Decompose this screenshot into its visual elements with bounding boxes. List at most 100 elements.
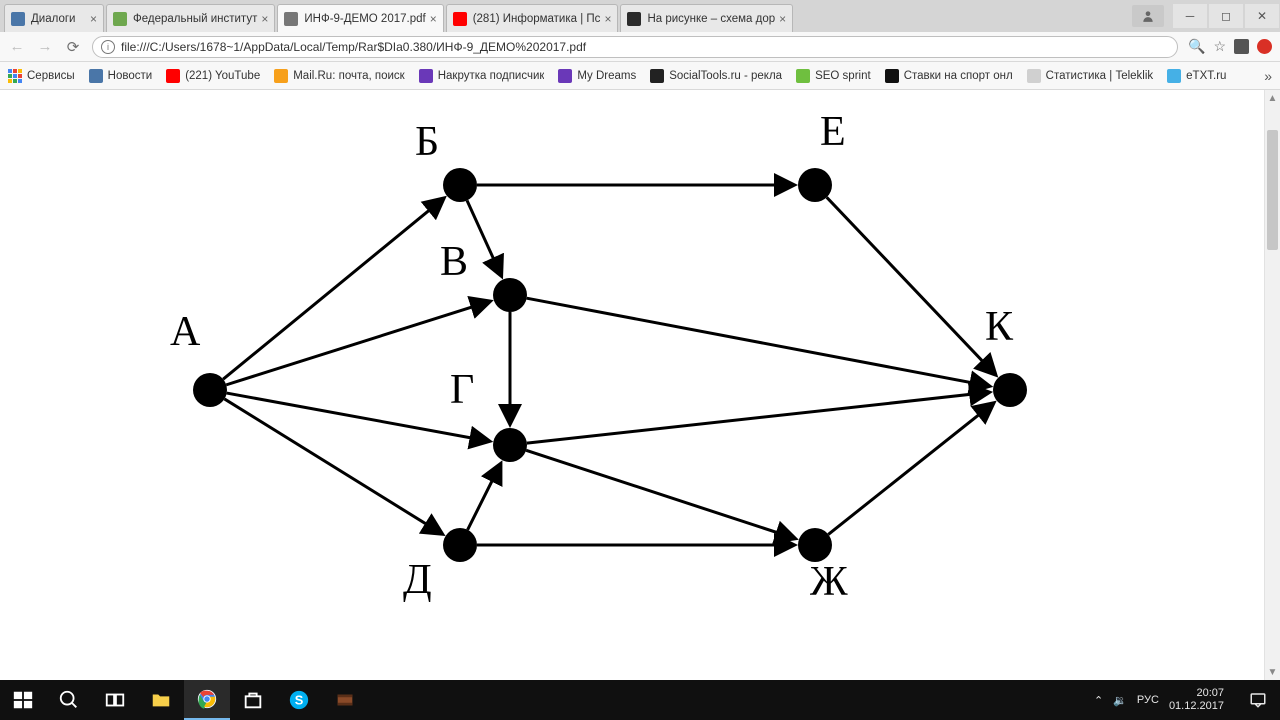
tab-close-icon[interactable]: ×	[86, 12, 97, 26]
reload-button[interactable]: ⟳	[64, 38, 82, 56]
bookmarks-overflow-icon[interactable]: »	[1264, 68, 1272, 84]
account-icon[interactable]	[1132, 5, 1164, 27]
bookmark-9[interactable]: Статистика | Teleklik	[1027, 69, 1153, 83]
volume-icon[interactable]: 🔉	[1113, 694, 1127, 707]
node-label-J: Ж	[810, 559, 848, 605]
bookmark-4[interactable]: Накрутка подписчик	[419, 69, 545, 83]
clock-time: 20:07	[1169, 687, 1224, 700]
graph-container: АБВГДЕЖК	[0, 90, 1280, 680]
bookmark-label: SocialTools.ru - рекла	[669, 70, 782, 82]
browser-tab-0[interactable]: Диалоги ×	[4, 4, 104, 32]
edge-E-K	[827, 197, 996, 374]
maximize-button[interactable]: ◻	[1209, 4, 1243, 28]
tab-title: На рисунке – схема дор	[647, 13, 775, 25]
bookmark-1[interactable]: Новости	[89, 69, 153, 83]
back-button[interactable]: ←	[8, 38, 26, 56]
extension-2-icon[interactable]	[1257, 39, 1272, 54]
browser-tab-1[interactable]: Федеральный институт ×	[106, 4, 275, 32]
taskbar-start-button[interactable]	[0, 680, 46, 720]
taskbar-apps: S	[0, 680, 368, 720]
taskbar-chrome-button[interactable]	[184, 680, 230, 720]
edge-G-K	[527, 392, 989, 443]
taskbar-store-button[interactable]	[230, 680, 276, 720]
bookmark-label: Ставки на спорт онл	[904, 70, 1013, 82]
bookmark-favicon-icon	[1027, 69, 1041, 83]
browser-tabstrip: Диалоги × Федеральный институт × ИНФ-9-Д…	[0, 0, 1280, 32]
zoom-icon[interactable]: 🔍	[1188, 38, 1205, 55]
node-A	[193, 373, 227, 407]
node-label-E: Е	[820, 109, 846, 155]
tab-close-icon[interactable]: ×	[600, 12, 611, 26]
bookmark-label: Сервисы	[27, 70, 75, 82]
node-J	[798, 528, 832, 562]
bookmark-label: My Dreams	[577, 70, 636, 82]
bookmark-favicon-icon	[558, 69, 572, 83]
bookmark-3[interactable]: Mail.Ru: почта, поиск	[274, 69, 405, 83]
pdf-content: АБВГДЕЖК	[0, 90, 1280, 680]
tab-close-icon[interactable]: ×	[775, 12, 786, 26]
file-explorer-icon	[150, 689, 172, 711]
minimize-button[interactable]: ─	[1173, 4, 1207, 28]
edge-J-K	[828, 403, 993, 534]
action-center-icon[interactable]	[1240, 680, 1276, 720]
bookmark-favicon-icon	[166, 69, 180, 83]
tab-favicon-icon	[284, 12, 298, 26]
scroll-up-icon[interactable]: ▲	[1265, 90, 1280, 106]
bookmark-favicon-icon	[885, 69, 899, 83]
browser-tab-4[interactable]: На рисунке – схема дор ×	[620, 4, 793, 32]
bookmark-favicon-icon	[796, 69, 810, 83]
tab-close-icon[interactable]: ×	[426, 12, 437, 26]
bookmark-favicon-icon	[1167, 69, 1181, 83]
bookmarks-bar: Сервисы Новости (221) YouTube Mail.Ru: почт…	[0, 62, 1280, 90]
bookmark-star-icon[interactable]: ☆	[1213, 38, 1226, 55]
window-controls: ─ ◻ ✕	[1131, 0, 1280, 32]
bookmark-favicon-icon	[274, 69, 288, 83]
tabs-host: Диалоги × Федеральный институт × ИНФ-9-Д…	[4, 4, 795, 32]
extension-1-icon[interactable]	[1234, 39, 1249, 54]
scroll-thumb[interactable]	[1267, 130, 1278, 250]
edge-D-G	[468, 464, 501, 530]
address-text: file:///C:/Users/1678~1/AppData/Local/Te…	[121, 40, 586, 54]
bookmark-7[interactable]: SEO sprint	[796, 69, 871, 83]
tab-close-icon[interactable]: ×	[257, 12, 268, 26]
bookmark-8[interactable]: Ставки на спорт онл	[885, 69, 1013, 83]
tab-title: (281) Информатика | Пс	[473, 13, 601, 25]
browser-tab-3[interactable]: (281) Информатика | Пс ×	[446, 4, 619, 32]
omnibox[interactable]: i file:///C:/Users/1678~1/AppData/Local/…	[92, 36, 1178, 58]
bookmark-0[interactable]: Сервисы	[8, 69, 75, 83]
bookmark-10[interactable]: eTXT.ru	[1167, 69, 1226, 83]
browser-tab-2[interactable]: ИНФ-9-ДЕМО 2017.pdf ×	[277, 4, 443, 32]
bookmark-label: Статистика | Teleklik	[1046, 70, 1153, 82]
bookmark-6[interactable]: SocialTools.ru - рекла	[650, 69, 782, 83]
taskbar-file-explorer-button[interactable]	[138, 680, 184, 720]
input-language[interactable]: РУС	[1137, 694, 1159, 706]
address-bar: ← → ⟳ i file:///C:/Users/1678~1/AppData/…	[0, 32, 1280, 62]
site-info-icon[interactable]: i	[101, 40, 115, 54]
node-label-G: Г	[450, 367, 474, 413]
bookmark-label: Mail.Ru: почта, поиск	[293, 70, 405, 82]
clock[interactable]: 20:07 01.12.2017	[1169, 687, 1230, 712]
start-icon	[12, 689, 34, 711]
forward-button[interactable]: →	[36, 38, 54, 56]
node-label-B: Б	[415, 119, 439, 165]
bookmark-favicon-icon	[89, 69, 103, 83]
taskbar-winrar-button[interactable]	[322, 680, 368, 720]
bookmark-label: Накрутка подписчик	[438, 70, 545, 82]
address-actions: 🔍 ☆	[1188, 38, 1272, 55]
bookmark-2[interactable]: (221) YouTube	[166, 69, 260, 83]
bookmark-label: SEO sprint	[815, 70, 871, 82]
search-icon	[58, 689, 80, 711]
scroll-down-icon[interactable]: ▼	[1265, 664, 1280, 680]
bookmark-5[interactable]: My Dreams	[558, 69, 636, 83]
node-B	[443, 168, 477, 202]
tab-favicon-icon	[453, 12, 467, 26]
vertical-scrollbar[interactable]: ▲ ▼	[1264, 90, 1280, 680]
taskbar-search-button[interactable]	[46, 680, 92, 720]
edge-B-V	[467, 200, 501, 275]
windows-taskbar: S ⌃ 🔉 РУС 20:07 01.12.2017	[0, 680, 1280, 720]
taskbar-task-view-button[interactable]	[92, 680, 138, 720]
tray-overflow-icon[interactable]: ⌃	[1094, 694, 1103, 707]
close-window-button[interactable]: ✕	[1245, 4, 1279, 28]
node-V	[493, 278, 527, 312]
taskbar-skype-button[interactable]: S	[276, 680, 322, 720]
